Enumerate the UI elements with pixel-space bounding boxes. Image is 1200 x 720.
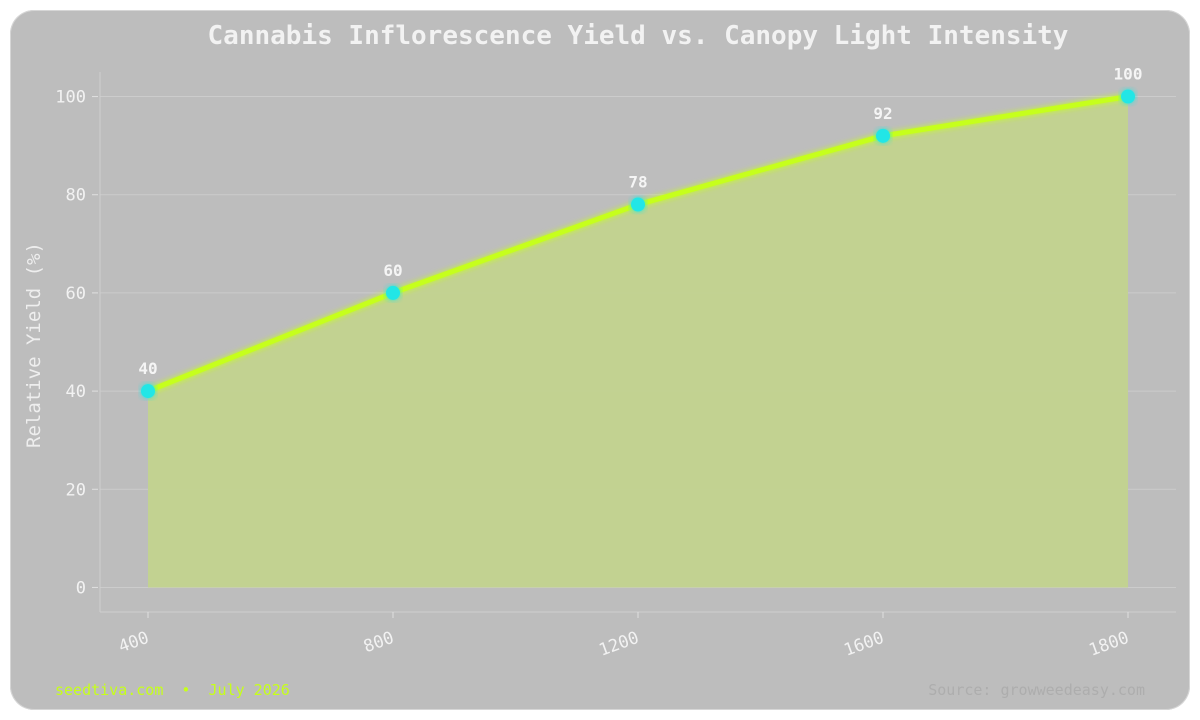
y-axis-label: Relative Yield (%) <box>23 242 45 448</box>
data-point[interactable] <box>631 197 645 212</box>
data-point[interactable] <box>386 285 400 300</box>
series-area <box>148 96 1128 588</box>
x-tick-label: 1200 <box>596 628 641 661</box>
x-tick-label: 400 <box>116 628 152 657</box>
footer-source: Source: growweedeasy.com <box>928 681 1145 699</box>
data-labels: 40 60 78 92 100 <box>138 65 1142 379</box>
data-point[interactable] <box>1121 89 1135 104</box>
y-tick-label: 80 <box>66 186 86 206</box>
y-tick-label: 0 <box>76 578 86 598</box>
x-tick-label: 800 <box>361 628 397 657</box>
y-tick-label: 100 <box>55 88 86 108</box>
footer-site-date: seedtiva.com • July 2026 <box>55 681 290 699</box>
data-label: 60 <box>383 261 402 280</box>
data-label: 92 <box>873 104 892 123</box>
y-tick-label: 40 <box>66 382 86 402</box>
data-points <box>141 89 1135 399</box>
data-point[interactable] <box>141 384 155 399</box>
x-tick-label: 1800 <box>1086 628 1131 661</box>
data-label: 100 <box>1114 65 1143 84</box>
y-tick-label: 60 <box>66 284 86 304</box>
data-label: 40 <box>138 359 157 378</box>
y-tick-labels: 0 20 40 60 80 100 <box>55 88 86 599</box>
area-fill <box>148 96 1128 588</box>
chart-title: Cannabis Inflorescence Yield vs. Canopy … <box>208 21 1069 51</box>
data-point[interactable] <box>876 128 890 143</box>
data-label: 78 <box>628 173 647 192</box>
x-tick-label: 1600 <box>841 628 886 661</box>
y-tick-label: 20 <box>66 480 86 500</box>
x-tick-labels: 400 800 1200 1600 1800 <box>116 612 1132 661</box>
